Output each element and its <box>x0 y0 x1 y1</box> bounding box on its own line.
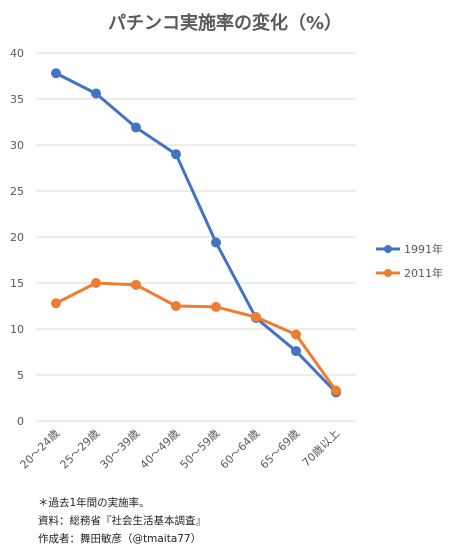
data-point <box>211 237 221 248</box>
x-tick-label: 70歳以上 <box>300 427 342 469</box>
y-tick-label: 25 <box>10 185 24 198</box>
x-tick-label: 50〜59歳 <box>178 427 223 472</box>
y-tick-label: 20 <box>10 231 24 244</box>
legend-item: 2011年 <box>376 266 443 280</box>
data-point <box>251 312 261 323</box>
data-point <box>51 298 61 309</box>
x-axis-ticks: 20〜24歳25〜29歳30〜39歳40〜49歳50〜59歳60〜64歳65〜6… <box>18 427 343 472</box>
gridlines <box>36 52 356 422</box>
x-tick-label: 65〜69歳 <box>258 427 303 472</box>
y-tick-label: 15 <box>10 277 24 290</box>
legend: 1991年 2011年 <box>376 242 443 280</box>
x-tick-label: 25〜29歳 <box>58 427 103 472</box>
legend-swatch-marker <box>384 245 392 253</box>
data-point <box>291 329 301 340</box>
y-axis-ticks: 0 5 10 15 20 25 30 35 40 <box>10 47 24 428</box>
x-tick-label: 20〜24歳 <box>18 427 63 472</box>
y-tick-label: 30 <box>10 139 24 152</box>
y-tick-label: 0 <box>17 415 24 428</box>
y-tick-label: 10 <box>10 323 24 336</box>
data-point <box>131 279 141 290</box>
y-tick-label: 40 <box>10 47 24 60</box>
data-point <box>211 301 221 312</box>
y-tick-label: 5 <box>17 369 24 382</box>
x-tick-label: 30〜39歳 <box>98 427 143 472</box>
series-layer <box>51 68 341 398</box>
series-1 <box>51 68 341 398</box>
legend-swatch-marker <box>384 269 392 277</box>
note-source: 資料：総務省『社会生活基本調査』 <box>38 515 206 527</box>
note-author: 作成者：舞田敏彦（@tmaita77） <box>38 533 202 545</box>
legend-item: 1991年 <box>376 242 443 256</box>
data-point <box>171 149 181 160</box>
series-line <box>55 281 338 392</box>
data-point <box>171 301 181 311</box>
legend-label: 2011年 <box>404 266 443 280</box>
data-point <box>131 122 141 133</box>
series-line <box>55 71 338 394</box>
data-point <box>91 278 101 288</box>
series-2 <box>51 278 341 396</box>
legend-label: 1991年 <box>404 242 443 256</box>
y-tick-label: 35 <box>10 93 24 106</box>
chart-title: パチンコ実施率の変化（%） <box>108 12 342 34</box>
data-point <box>291 346 301 357</box>
data-point <box>331 385 341 396</box>
data-point <box>51 68 61 79</box>
x-tick-label: 40〜49歳 <box>138 427 183 472</box>
chart-notes: ＊過去1年間の実施率。 資料：総務省『社会生活基本調査』 作成者：舞田敏彦（@t… <box>38 494 206 548</box>
x-tick-label: 60〜64歳 <box>218 427 263 472</box>
data-point <box>91 88 101 99</box>
note-footnote: ＊過去1年間の実施率。 <box>38 497 150 509</box>
